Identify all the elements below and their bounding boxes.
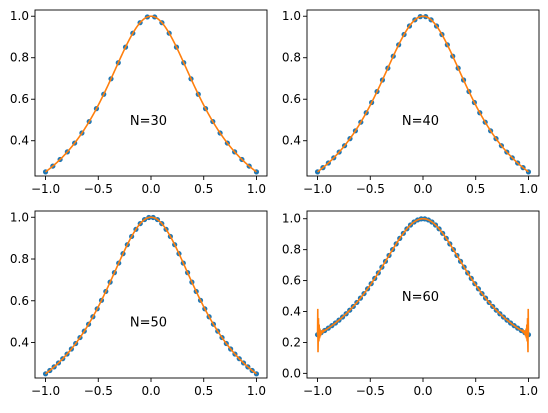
axes-frame xyxy=(34,210,268,379)
n-annotation: N=30 xyxy=(130,114,167,129)
x-tick-label: −0.5 xyxy=(84,384,113,398)
x-tick-label: 0.0 xyxy=(141,182,160,196)
x-tick-label: 0.0 xyxy=(413,182,432,196)
plot-area xyxy=(42,214,260,377)
axes-frame xyxy=(306,9,540,177)
x-tick-label: −0.5 xyxy=(356,384,385,398)
x-tick-label: 0.5 xyxy=(194,384,213,398)
y-tick-label: 0.2 xyxy=(282,335,301,349)
x-tick-label: 0.5 xyxy=(194,182,213,196)
x-tick-label: 1.0 xyxy=(519,384,538,398)
y-tick-label: 0.4 xyxy=(10,336,29,350)
plot-area xyxy=(314,14,532,175)
subplot-1: −1.0 −0.5 0.0 0.5 1.0 0.4 0.6 0.8 1.0 N=30 xyxy=(10,9,268,196)
x-tick-label: 0.5 xyxy=(466,384,485,398)
y-tick-label: 0.6 xyxy=(10,92,29,106)
x-tick-label: 0.0 xyxy=(413,384,432,398)
x-tick-label: 1.0 xyxy=(247,384,266,398)
plot-area xyxy=(314,216,532,353)
n-annotation: N=60 xyxy=(402,290,439,305)
x-tick-label: 0.0 xyxy=(141,384,160,398)
interpolant-line xyxy=(45,216,257,375)
y-tick-label: 0.0 xyxy=(282,366,301,380)
x-tick-label: 1.0 xyxy=(247,182,266,196)
interpolant-line xyxy=(316,217,530,353)
y-tick-label: 0.8 xyxy=(282,243,301,257)
subplot-4: −1.0 −0.5 0.0 0.5 1.0 0.0 0.2 0.4 0.6 0.8 1.0 N=60 xyxy=(282,210,540,398)
y-tick-label: 1.0 xyxy=(10,9,29,23)
x-tick-label: 1.0 xyxy=(519,182,538,196)
y-tick-label: 0.8 xyxy=(10,252,29,266)
y-tick-label: 0.8 xyxy=(282,51,301,65)
x-tick-label: −0.5 xyxy=(84,182,113,196)
plot-area xyxy=(42,14,260,175)
y-tick-label: 1.0 xyxy=(282,9,301,23)
y-tick-label: 0.8 xyxy=(10,51,29,65)
subplot-3: −1.0 −0.5 0.0 0.5 1.0 0.4 0.6 0.8 1.0 N=50 xyxy=(10,210,268,398)
y-tick-label: 1.0 xyxy=(282,212,301,226)
y-tick-label: 0.6 xyxy=(282,92,301,106)
x-tick-label: −1.0 xyxy=(303,384,332,398)
y-tick-label: 1.0 xyxy=(10,210,29,224)
interpolant-line xyxy=(317,15,529,173)
y-tick-label: 0.6 xyxy=(10,294,29,308)
x-tick-label: 0.5 xyxy=(466,182,485,196)
y-tick-label: 0.4 xyxy=(282,305,301,319)
y-tick-label: 0.4 xyxy=(282,134,301,148)
x-tick-label: −1.0 xyxy=(31,384,60,398)
n-annotation: N=50 xyxy=(130,316,167,331)
interpolant-line xyxy=(45,15,257,173)
subplot-2: −1.0 −0.5 0.0 0.5 1.0 0.4 0.6 0.8 1.0 N=40 xyxy=(282,9,540,196)
x-tick-label: −1.0 xyxy=(31,182,60,196)
x-tick-label: −0.5 xyxy=(356,182,385,196)
y-tick-label: 0.6 xyxy=(282,274,301,288)
n-annotation: N=40 xyxy=(402,114,439,129)
x-tick-label: −1.0 xyxy=(303,182,332,196)
y-tick-label: 0.4 xyxy=(10,134,29,148)
